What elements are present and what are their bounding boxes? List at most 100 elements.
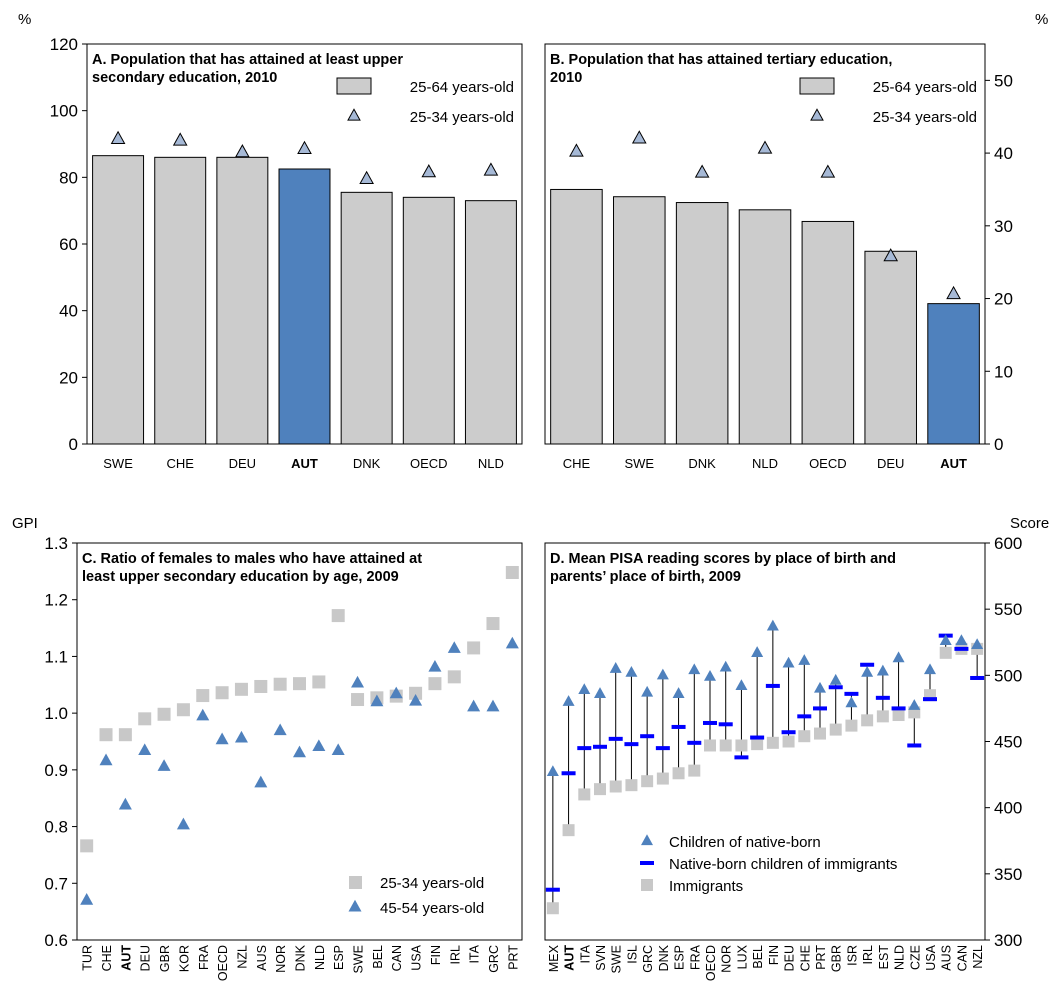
dash-marker-ita (577, 746, 592, 751)
dash-marker-est (875, 695, 890, 700)
category-label: SWE (352, 945, 366, 973)
dash-marker-aut (561, 771, 576, 776)
panel-title: least upper secondary education by age, … (82, 569, 399, 585)
category-label: CHE (563, 456, 591, 471)
category-label: ESP (673, 945, 687, 970)
y-tick-label: 80 (59, 168, 78, 187)
category-label: USA (410, 944, 424, 970)
dash-marker-svn (593, 744, 607, 749)
dash-marker-nor (718, 722, 733, 727)
triangle-marker-swe (609, 662, 622, 673)
square-marker-fin (428, 677, 442, 691)
triangle-marker-grc (486, 699, 500, 712)
bar-aut (927, 303, 980, 445)
triangle-marker-dnk (359, 170, 374, 184)
dash-marker-prt (813, 706, 827, 711)
category-label: ITA (468, 944, 482, 963)
square-marker-svn (594, 783, 606, 796)
dash-marker-nzl (970, 675, 985, 680)
triangle-marker-che (172, 132, 188, 146)
triangle-marker-kor (176, 817, 190, 830)
category-label: ISR (845, 945, 859, 966)
panel-a: 0 20 40 60 80 100 120 SWE CHE DEU AUT DNK OECD NLD A. … (50, 35, 523, 471)
square-marker-swe (609, 780, 622, 793)
category-label: NZL (235, 945, 249, 969)
dash-marker-mex (545, 887, 560, 892)
y-tick-label: 120 (50, 35, 78, 54)
legend-swatch-square (349, 876, 362, 889)
category-label: NOR (720, 945, 734, 973)
y-tick-label: 550 (994, 600, 1022, 619)
panel-title: D. Mean PISA reading scores by place of … (550, 551, 896, 567)
triangle-marker-deu (138, 743, 152, 756)
triangle-marker-prt (814, 681, 826, 693)
square-marker-fin (766, 736, 779, 749)
category-label: DNK (294, 944, 308, 971)
triangle-marker-nld (312, 739, 326, 752)
y-tick-label: 20 (994, 290, 1013, 309)
y-tick-label: 350 (994, 865, 1022, 884)
category-label: DNK (688, 456, 716, 471)
panel-c: 0.6 0.7 0.8 0.9 1.0 1.1 1.2 1.3 TUR CHE AUT DEU GBR K… (44, 534, 523, 981)
legend-label: Immigrants (669, 878, 743, 895)
triangle-marker-esp (672, 687, 685, 698)
square-marker-gbr (157, 707, 171, 721)
triangle-marker-ita (467, 699, 481, 712)
triangle-marker-nor (273, 723, 287, 736)
unit-label-bottom-left: GPI (12, 515, 38, 532)
panel-title: parents’ place of birth, 2009 (550, 569, 741, 585)
legend-swatch-triangle (347, 108, 361, 121)
category-label: CAN (390, 945, 404, 971)
triangle-marker-lux (735, 679, 748, 691)
panel-b: 0 10 20 30 40 50 CHE SWE DNK NLD OECD DEU AUT B. Popu… (544, 43, 1013, 471)
bar-che (550, 188, 603, 445)
category-label: SWE (103, 456, 133, 471)
panel-title: secondary education, 2010 (92, 70, 277, 86)
legend-label: 25-34 years-old (410, 109, 514, 126)
panel-title: C. Ratio of females to males who have at… (82, 551, 422, 567)
dash-marker-nld (891, 706, 906, 711)
dash-marker-isr (844, 691, 859, 696)
legend-swatch-square (641, 879, 653, 891)
dash-marker-bel (750, 735, 765, 740)
category-label: KOR (177, 945, 191, 972)
legend-label: 25-64 years-old (410, 79, 514, 96)
category-label: CHE (798, 945, 812, 971)
square-marker-aus (254, 679, 268, 693)
square-marker-oecd (215, 686, 229, 700)
category-label: GBR (830, 945, 844, 972)
category-label: SWE (624, 456, 654, 471)
unit-label-top-left: % (18, 11, 31, 28)
bar-swe (92, 155, 145, 445)
bar-aut (278, 168, 331, 445)
legend-swatch-bar (799, 77, 835, 95)
triangle-marker-can (955, 634, 968, 646)
triangle-marker-deu (235, 144, 250, 158)
category-label: IRL (861, 945, 875, 965)
square-marker-est (876, 710, 889, 723)
dash-marker-lux (734, 755, 749, 760)
triangle-marker-swe (631, 130, 647, 144)
category-label: ISL (625, 945, 639, 964)
square-marker-kor (176, 703, 190, 717)
square-marker-grc (486, 617, 500, 631)
triangle-marker-gbr (829, 673, 842, 685)
square-marker-irl (447, 670, 461, 684)
square-marker-esp (331, 609, 345, 623)
category-label: CHE (100, 945, 114, 971)
category-label: DNK (353, 456, 381, 471)
square-marker-oecd (704, 739, 716, 752)
square-marker-bel (751, 738, 764, 751)
category-label: AUT (563, 945, 577, 971)
triangle-marker-che (99, 753, 113, 766)
triangle-marker-aut (297, 140, 312, 154)
category-label: SVN (594, 945, 608, 971)
triangle-marker-aus (254, 775, 268, 788)
triangle-marker-deu (883, 248, 899, 262)
triangle-marker-tur (80, 893, 94, 905)
square-marker-mex (546, 902, 559, 915)
triangle-marker-fra (688, 663, 701, 675)
legend-swatch-bar (336, 77, 372, 95)
dash-marker-deu (781, 730, 796, 735)
